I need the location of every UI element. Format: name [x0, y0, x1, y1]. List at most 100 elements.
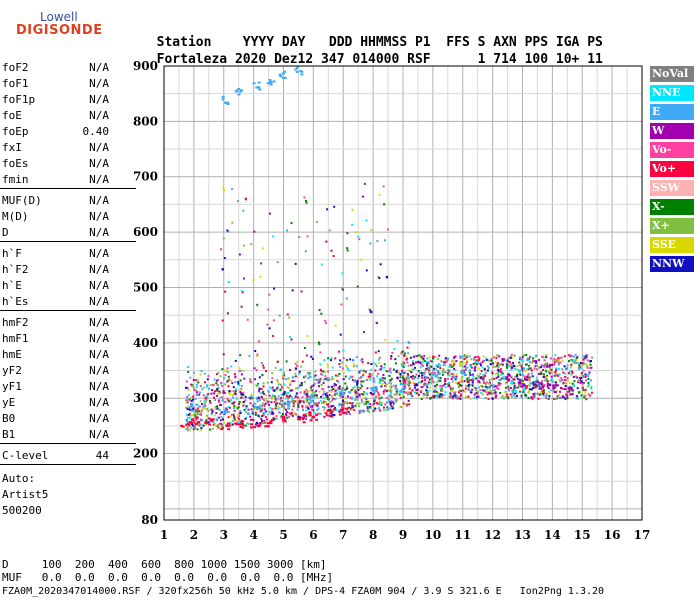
echo-point: [556, 360, 559, 363]
echo-point: [541, 355, 544, 358]
echo-point: [344, 396, 347, 399]
echo-point: [318, 390, 321, 393]
trace-point: [535, 380, 539, 383]
echo-point: [441, 371, 444, 374]
echo-point: [287, 378, 290, 381]
echo-point: [338, 387, 341, 390]
echo-point: [428, 378, 431, 381]
echo-point: [442, 364, 445, 367]
param-label: foEs: [2, 157, 29, 170]
echo-point: [442, 368, 445, 371]
echo-point: [525, 354, 528, 356]
param-value: N/A: [89, 173, 109, 186]
echo-point: [322, 379, 325, 382]
echo-point: [477, 375, 480, 378]
echo-point: [346, 387, 349, 390]
echo-point: [530, 388, 533, 391]
echo-point: [407, 352, 410, 355]
echo-point: [436, 395, 439, 398]
echo-point: [240, 387, 243, 390]
trace-point: [548, 383, 552, 386]
echo-point: [303, 401, 305, 404]
echo-point: [299, 400, 302, 402]
trace-point: [341, 411, 345, 414]
echo-point: [542, 394, 545, 397]
echo-point: [305, 415, 308, 417]
echo-point: [227, 281, 230, 284]
echo-point: [358, 393, 361, 396]
echo-point: [404, 371, 407, 374]
echo-point: [391, 400, 394, 403]
echo-point: [261, 397, 264, 400]
trace-point: [281, 405, 285, 408]
echo-point: [330, 405, 333, 408]
echo-point: [435, 386, 438, 389]
echo-point: [506, 359, 509, 361]
echo-point: [273, 389, 276, 392]
trace-point: [252, 82, 256, 85]
echo-point: [507, 360, 510, 363]
echo-point: [513, 385, 516, 388]
echo-point: [272, 335, 275, 337]
echo-point: [356, 395, 359, 398]
echo-point: [494, 394, 497, 396]
echo-point: [488, 382, 491, 385]
echo-point: [419, 390, 422, 392]
trace-point: [241, 422, 245, 425]
echo-point: [576, 356, 579, 359]
echo-point: [591, 356, 594, 359]
echo-point: [440, 389, 443, 392]
echo-point: [568, 354, 571, 357]
echo-point: [454, 395, 457, 398]
trace-point: [294, 68, 298, 71]
echo-point: [237, 381, 240, 384]
echo-point: [323, 397, 325, 400]
echo-point: [246, 318, 249, 321]
echo-point: [334, 406, 336, 409]
echo-point: [563, 355, 566, 358]
echo-point: [310, 375, 312, 378]
echo-point: [239, 388, 242, 391]
echo-point: [533, 380, 536, 383]
echo-point: [185, 401, 188, 404]
echo-point: [448, 370, 450, 373]
echo-point: [395, 392, 398, 395]
echo-point: [478, 386, 480, 389]
echo-point: [265, 418, 268, 421]
echo-point: [214, 390, 217, 393]
echo-point: [245, 411, 248, 414]
trace-point: [189, 402, 193, 405]
echo-point: [364, 403, 367, 406]
echo-point: [362, 374, 365, 377]
param-row: C-level 44: [2, 449, 109, 462]
echo-point: [256, 353, 259, 356]
echo-point: [396, 390, 399, 393]
echo-point: [379, 379, 382, 382]
echo-point: [542, 369, 545, 371]
echo-point: [585, 379, 588, 382]
trace-point: [283, 76, 287, 79]
echo-point: [316, 404, 319, 407]
echo-point: [424, 382, 427, 385]
echo-point: [547, 387, 550, 390]
echo-point: [482, 355, 485, 358]
echo-point: [382, 379, 385, 382]
echo-point: [258, 415, 261, 418]
echo-point: [522, 367, 525, 370]
echo-point: [412, 355, 415, 358]
echo-point: [338, 402, 341, 405]
echo-point: [316, 395, 318, 398]
y-tick-label: 400: [133, 336, 158, 350]
echo-point: [277, 383, 280, 386]
echo-point: [584, 373, 587, 376]
echo-point: [185, 425, 188, 428]
echo-point: [310, 417, 313, 420]
echo-point: [541, 393, 544, 395]
echo-point: [284, 417, 287, 420]
echo-point: [389, 403, 392, 406]
echo-point: [358, 410, 361, 413]
echo-point: [486, 386, 489, 389]
echo-point: [283, 372, 286, 375]
echo-point: [339, 359, 342, 362]
echo-point: [376, 240, 379, 242]
